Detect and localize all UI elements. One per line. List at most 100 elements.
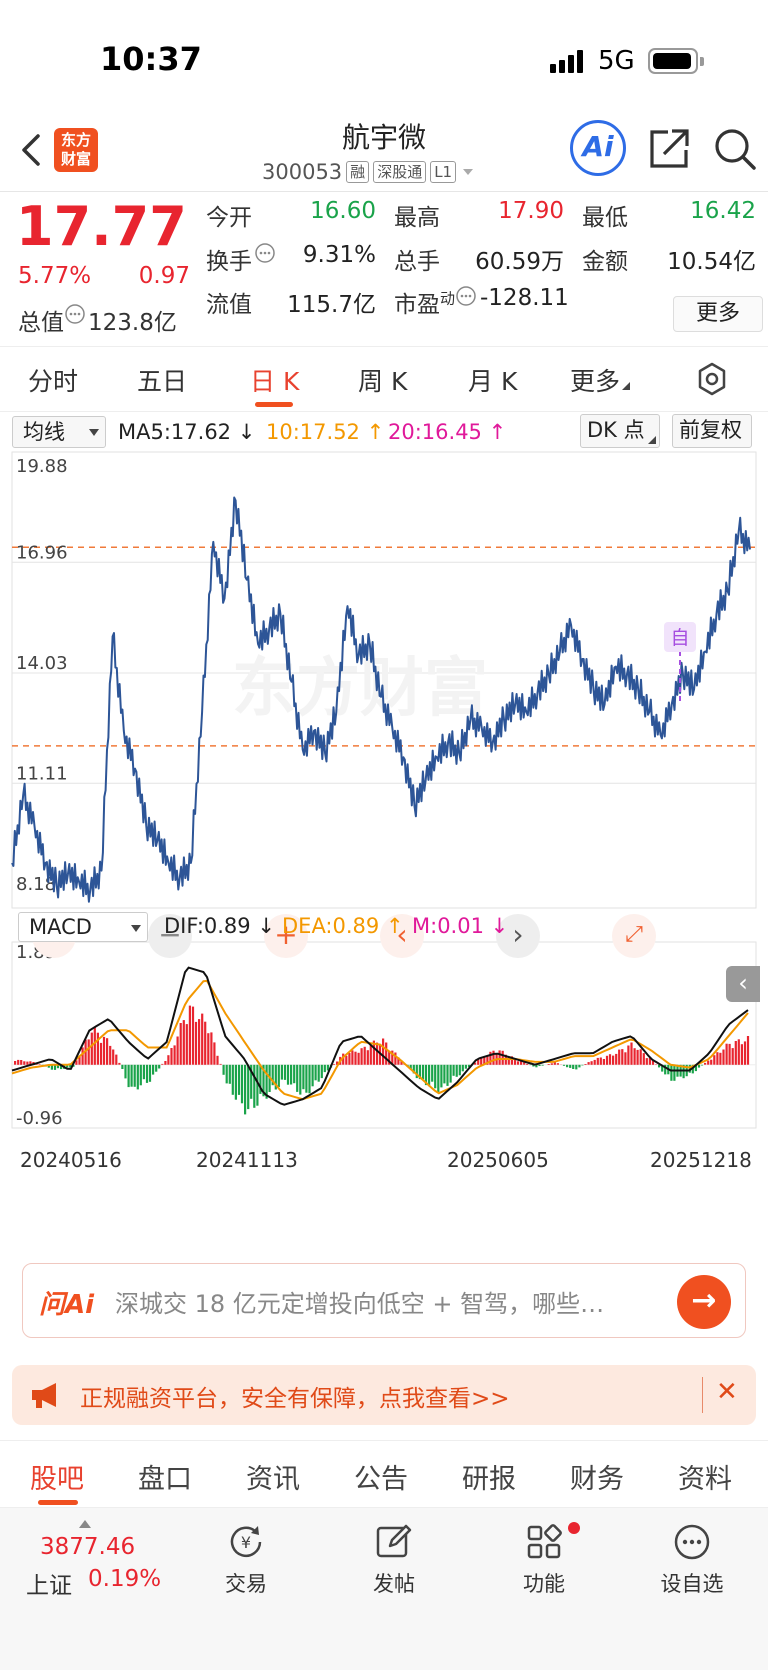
macd-bar-negative	[50, 1064, 53, 1070]
macd-bar-positive	[734, 1041, 737, 1065]
zoom-out-button[interactable]: −	[148, 914, 192, 958]
tab-five-day[interactable]: 五日	[137, 367, 188, 396]
macd-bar-positive	[636, 1049, 639, 1065]
nav-add-watchlist[interactable]: 设自选	[642, 1522, 742, 1598]
macd-indicator-select[interactable]: MACD	[18, 912, 148, 942]
macd-bar-negative	[440, 1064, 443, 1088]
macd-bar-negative	[467, 1064, 471, 1068]
turnover-value: 9.31%	[302, 242, 376, 268]
index-value: 3877.46	[40, 1534, 136, 1560]
tab-orderbook[interactable]: 盘口	[138, 1464, 192, 1495]
megaphone-icon	[32, 1383, 56, 1408]
macd-bar-negative	[443, 1064, 446, 1084]
macd-bar-positive	[630, 1042, 633, 1065]
svg-text:¥: ¥	[241, 1533, 251, 1552]
total-value-number: 123.8亿	[88, 310, 177, 336]
macd-bar-negative	[262, 1064, 265, 1097]
nav-functions[interactable]: 功能	[494, 1522, 594, 1598]
gear-icon[interactable]	[695, 362, 729, 396]
nav-trade[interactable]: ¥ 交易	[196, 1522, 296, 1598]
self-marker[interactable]: 自	[664, 622, 696, 704]
float-value-label: 流值	[206, 292, 252, 318]
macd-bar-positive	[348, 1053, 351, 1065]
adjust-button[interactable]: 前复权	[672, 414, 752, 448]
macd-bar-negative	[53, 1064, 57, 1070]
search-icon[interactable]	[712, 126, 758, 172]
tab-profile[interactable]: 资料	[678, 1464, 732, 1495]
dea-legend: DEA:0.89 ↑	[282, 914, 404, 938]
macd-bar-positive	[523, 1062, 526, 1065]
dea-text: DEA:0.89	[282, 914, 380, 938]
watermark: 东方财富	[232, 652, 488, 726]
macd-bar-positive	[480, 1057, 483, 1065]
tab-intraday[interactable]: 分时	[28, 367, 79, 396]
dif-legend: DIF:0.89 ↓	[164, 914, 275, 938]
more-quote-button[interactable]: 更多	[673, 296, 763, 332]
scroll-left-button[interactable]: ‹	[380, 914, 424, 958]
trade-icon: ¥	[230, 1526, 262, 1558]
tab-more[interactable]: 更多	[570, 362, 631, 398]
tab-finance[interactable]: 财务	[570, 1464, 624, 1495]
ma10-legend: 10:17.52 ↑	[266, 420, 385, 444]
info-icon[interactable]	[64, 303, 86, 325]
macd-bar-negative	[145, 1064, 149, 1083]
macd-bar-positive	[627, 1045, 630, 1065]
macd-bar-positive	[584, 1064, 587, 1065]
tab-weekly-k[interactable]: 周 K	[358, 367, 408, 396]
fullscreen-button[interactable]: ⤢	[612, 914, 656, 958]
macd-histogram	[14, 1005, 750, 1115]
volume-label: 总手	[394, 249, 440, 275]
tab-news[interactable]: 资讯	[246, 1464, 300, 1495]
ma-indicator-select[interactable]: 均线	[12, 416, 106, 448]
tab-announcements[interactable]: 公告	[354, 1464, 408, 1495]
bottom-nav: 3877.46 上证 0.19% ¥ 交易 发帖 功能 设自选	[0, 1508, 768, 1670]
macd-bar-positive	[602, 1059, 605, 1065]
change-amount: 0.97	[138, 263, 190, 289]
macd-bar-positive	[599, 1057, 602, 1065]
macd-bar-positive	[375, 1042, 379, 1065]
collapse-panel-button[interactable]: ‹	[726, 966, 760, 1002]
last-price: 17.77	[16, 195, 187, 258]
macd-bar-positive	[553, 1062, 556, 1065]
tab-daily-k[interactable]: 日 K	[250, 367, 300, 396]
macd-bar-positive	[213, 1042, 216, 1065]
tab-forum[interactable]: 股吧	[30, 1464, 84, 1495]
macd-bar-negative	[409, 1064, 412, 1069]
y-tick-label: 8.18	[16, 874, 56, 895]
macd-bar-positive	[75, 1060, 78, 1065]
arrow-right-icon[interactable]: →	[677, 1275, 731, 1329]
macd-bar-negative	[222, 1064, 225, 1075]
zoom-in-button[interactable]: +	[264, 914, 308, 958]
dk-point-button[interactable]: DK 点	[580, 414, 660, 448]
stock-code-line[interactable]: 300053 融 深股通 L1	[262, 160, 476, 184]
macd-bar-positive	[746, 1036, 750, 1065]
app-logo[interactable]: 东方财富	[54, 128, 98, 172]
macd-bar-negative	[452, 1064, 455, 1076]
macd-bar-positive	[78, 1056, 81, 1065]
macd-bar-negative	[418, 1064, 421, 1080]
scroll-right-button[interactable]: ›	[496, 914, 540, 958]
ai-button[interactable]: Ai	[570, 120, 626, 176]
macd-bar-negative	[412, 1064, 415, 1074]
nav-functions-label: 功能	[523, 1572, 565, 1596]
close-icon[interactable]: ✕	[716, 1377, 738, 1407]
share-icon[interactable]	[646, 126, 692, 172]
macd-bar-positive	[590, 1061, 593, 1065]
index-percent: 0.19%	[88, 1566, 162, 1592]
ai-question-bar[interactable]: 问Ai 深城交 18 亿元定增投向低空 + 智驾，哪些… →	[22, 1263, 746, 1338]
back-icon[interactable]	[18, 130, 46, 170]
tab-research[interactable]: 研报	[462, 1464, 516, 1495]
kline-chart[interactable]: 东方财富 19.88 16.96 14.03 11.11 8.18 自 1.89-0.9…	[0, 412, 768, 1242]
divider	[702, 1377, 703, 1413]
macd-bar-negative	[308, 1064, 311, 1094]
promo-banner[interactable]: 正规融资平台，安全有保障，点我查看>> ✕	[12, 1365, 756, 1425]
stock-header: 东方财富 航宇微 300053 融 深股通 L1 Ai	[0, 110, 768, 192]
tab-monthly-k[interactable]: 月 K	[468, 367, 518, 396]
nav-post[interactable]: 发帖	[344, 1522, 444, 1598]
macd-bar-positive	[719, 1052, 722, 1065]
info-icon[interactable]	[455, 285, 477, 307]
macd-bar-positive	[369, 1045, 372, 1065]
self-marker-label: 自	[670, 627, 689, 649]
macd-bar-negative	[148, 1064, 152, 1082]
info-icon[interactable]	[254, 242, 276, 264]
